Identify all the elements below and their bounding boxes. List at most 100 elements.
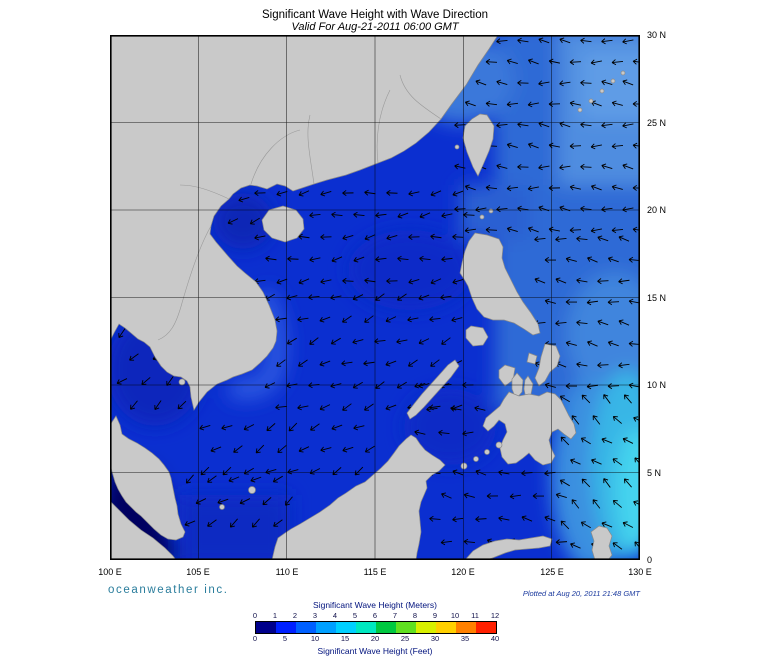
meter-tick-label: 7 <box>392 611 398 620</box>
wave-direction-arrow <box>463 538 476 545</box>
wave-direction-arrow <box>486 493 499 499</box>
wave-direction-arrow <box>590 59 602 66</box>
wave-direction-arrow <box>576 319 588 326</box>
wave-direction-arrow <box>364 445 375 453</box>
feet-tick-label: 20 <box>370 634 380 643</box>
wave-direction-arrow <box>297 404 309 411</box>
wave-direction-arrow <box>331 424 343 431</box>
colorbar-meter-ticks: 0 1 2 3 4 5 6 7 8 9 10 11 12 <box>253 611 499 620</box>
landmass-borneo <box>271 434 446 561</box>
meter-tick-label: 10 <box>450 611 460 620</box>
wave-direction-arrow <box>408 359 418 367</box>
wave-direction-arrow <box>426 406 438 413</box>
wave-direction-arrow <box>342 446 354 453</box>
wave-direction-arrow <box>581 394 591 404</box>
wave-direction-arrow <box>485 100 498 107</box>
wave-direction-arrow <box>580 163 592 170</box>
wave-direction-arrow <box>576 235 588 242</box>
island-phu-quoc <box>178 378 186 386</box>
wave-direction-arrow <box>451 316 463 323</box>
wave-direction-arrow <box>331 256 343 263</box>
wave-direction-arrow <box>622 521 634 528</box>
wave-direction-arrow <box>569 100 581 107</box>
wave-direction-arrow <box>559 80 571 87</box>
wave-direction-arrow <box>297 316 309 323</box>
wave-direction-arrow <box>527 101 539 108</box>
wave-direction-arrow <box>298 190 310 197</box>
colorbar-segment <box>256 622 276 633</box>
wave-direction-arrow <box>450 405 462 412</box>
wave-direction-arrow <box>375 212 387 219</box>
wave-direction-arrow <box>342 277 354 284</box>
wave-direction-arrow <box>496 79 508 86</box>
lon-label-130e: 130 E <box>628 567 652 577</box>
feet-tick-label: 10 <box>310 634 320 643</box>
wave-direction-arrow <box>430 233 442 240</box>
wave-direction-arrow <box>364 277 376 284</box>
wave-direction-arrow <box>580 37 592 44</box>
lat-label-15n: 15 N <box>647 292 667 303</box>
wave-direction-arrow <box>265 468 277 475</box>
meter-tick-label: 5 <box>352 611 358 620</box>
wave-direction-arrow <box>607 256 619 263</box>
wave-direction-arrow <box>233 445 243 453</box>
meter-tick-label: 1 <box>272 611 278 620</box>
wave-direction-arrow <box>463 211 475 218</box>
wave-direction-arrow <box>565 383 578 389</box>
wave-direction-arrow <box>611 184 623 191</box>
wave-direction-arrow <box>353 424 365 431</box>
wave-direction-arrow <box>560 436 570 446</box>
wave-direction-arrow <box>273 519 283 527</box>
wave-direction-arrow <box>555 320 567 327</box>
wave-direction-arrow <box>612 499 622 508</box>
wave-direction-arrow <box>229 518 238 528</box>
wave-direction-arrow <box>116 378 128 385</box>
feet-tick-label: 25 <box>400 634 410 643</box>
wave-direction-arrow <box>207 519 217 527</box>
wave-direction-arrow <box>603 394 611 404</box>
wave-direction-arrow <box>452 469 464 476</box>
island-babuyan-2 <box>488 208 494 214</box>
wave-direction-arrow <box>628 256 640 263</box>
wave-direction-arrow <box>454 206 466 213</box>
wave-direction-arrow <box>521 515 533 522</box>
wave-direction-arrow <box>628 298 640 305</box>
wave-direction-arrow <box>485 226 498 233</box>
feet-tick-label: 35 <box>460 634 470 643</box>
colorbar-segment <box>376 622 396 633</box>
wave-direction-arrow <box>611 143 624 150</box>
wave-direction-arrow <box>298 233 310 240</box>
wave-direction-arrow <box>527 142 539 149</box>
island-babuyan-1 <box>479 214 485 220</box>
wave-direction-arrow <box>576 277 588 284</box>
wave-direction-arrow <box>587 340 598 347</box>
wave-direction-arrow <box>607 340 619 347</box>
wave-direction-arrow <box>414 429 426 436</box>
feet-tick-label: 0 <box>252 634 258 643</box>
wave-direction-arrow <box>385 404 397 411</box>
lat-label-5n: 5 N <box>647 467 662 478</box>
wave-direction-arrow <box>418 338 430 345</box>
wave-direction-arrow <box>464 184 476 191</box>
wave-direction-arrow <box>544 515 556 522</box>
wave-direction-arrow <box>342 403 352 411</box>
wave-direction-arrow <box>565 299 578 305</box>
wave-direction-arrow <box>385 360 397 367</box>
graticule-layer <box>110 35 640 560</box>
map-canvas <box>109 34 641 561</box>
wave-direction-arrow <box>330 337 341 345</box>
wave-direction-arrow <box>441 492 452 499</box>
landmass-mindoro <box>465 325 489 347</box>
wave-direction-arrow <box>441 337 451 345</box>
wave-direction-arrow <box>590 143 602 150</box>
colorbar-segment <box>456 622 476 633</box>
wave-direction-arrow <box>331 211 343 218</box>
colorbar-segment <box>296 622 316 633</box>
colorbar-segment <box>436 622 456 633</box>
wave-direction-arrow <box>185 474 194 484</box>
wave-direction-arrow <box>320 234 332 241</box>
wave-direction-arrow <box>618 278 630 285</box>
wave-direction-arrow <box>592 499 601 509</box>
wave-direction-arrow <box>622 206 634 213</box>
wave-direction-arrow <box>534 277 546 284</box>
